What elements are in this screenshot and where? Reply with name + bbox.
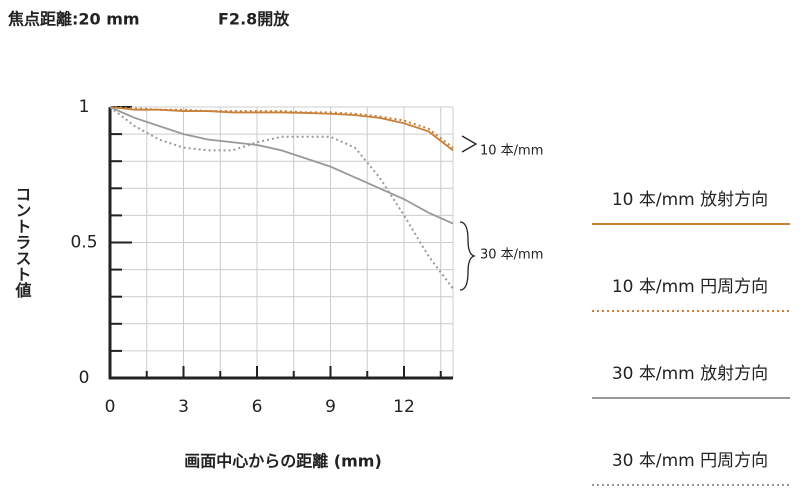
x-tick-label: 3 (178, 397, 189, 417)
bracket (461, 135, 478, 153)
legend-label: 10 本/mm 放射方向 (612, 190, 768, 210)
x-tick-label: 12 (393, 397, 415, 417)
x-tick-label: 0 (105, 397, 116, 417)
y-tick-label: 0.5 (70, 233, 97, 253)
annotation: 30 本/mm (480, 248, 543, 263)
brace (459, 221, 477, 291)
x-axis-label: 画面中心からの距離 (mm) (184, 452, 382, 471)
legend-label: 30 本/mm 円周方向 (612, 451, 768, 471)
series-line (109, 106, 454, 149)
y-axis-label: コントラスト値 (13, 186, 33, 299)
x-tick-label: 9 (325, 397, 336, 417)
chart-title: 焦点距離:20 mm (7, 10, 140, 29)
x-tick-label: 6 (252, 397, 263, 417)
y-tick-label: 1 (79, 97, 90, 117)
legend-label: 30 本/mm 放射方向 (612, 364, 768, 384)
legend-label: 10 本/mm 円周方向 (612, 277, 768, 297)
series-line (109, 106, 454, 225)
annotation: 10 本/mm (480, 144, 543, 159)
y-tick-label: 0 (79, 368, 90, 388)
chart-subtitle: F2.8開放 (218, 10, 290, 29)
series-line (109, 106, 454, 152)
